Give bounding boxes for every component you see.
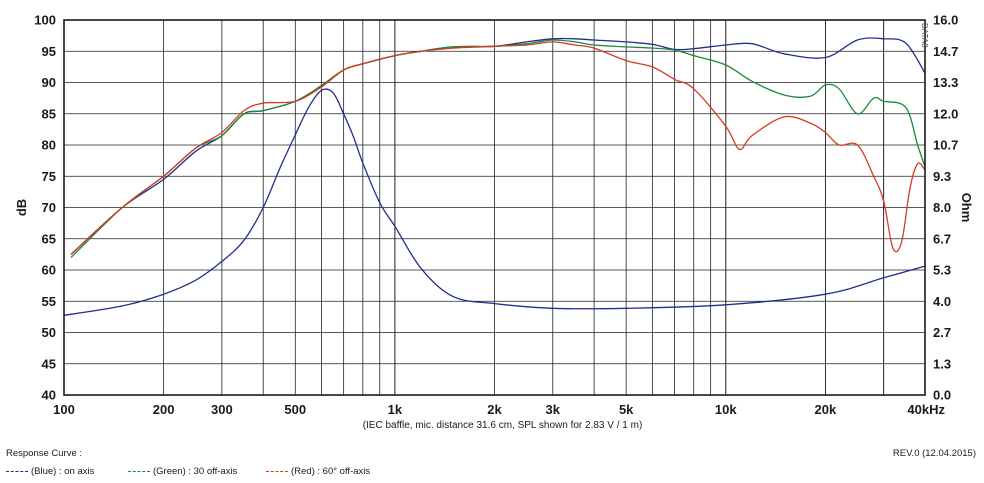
y-left-tick-label: 95 — [42, 44, 56, 59]
revision-label: REV.0 (12.04.2015) — [892, 448, 976, 459]
y-left-tick-label: 50 — [42, 325, 56, 340]
y-left-tick-label: 90 — [42, 75, 56, 90]
y-left-tick-label: 75 — [42, 169, 56, 184]
y-right-tick-label: 10.7 — [933, 138, 958, 153]
y-right-tick-label: 4.0 — [933, 294, 951, 309]
y-left-tick-label: 60 — [42, 263, 56, 278]
series-line-1 — [70, 39, 926, 258]
y-left-tick-label: 55 — [42, 294, 56, 309]
y-left-axis-title: dB — [14, 199, 29, 216]
y-left-tick-label: 70 — [42, 200, 56, 215]
x-tick-label: 10k — [715, 402, 737, 417]
x-tick-label: 500 — [284, 402, 306, 417]
y-left-tick-label: 100 — [34, 13, 56, 28]
legend-item-blue: (Blue) : on axis — [6, 466, 94, 477]
y-right-tick-label: 12.0 — [933, 106, 958, 121]
series-line-3 — [63, 88, 926, 316]
chart-labels: 100 95 90 85 80 75 70 65 60 55 50 45 40 16.0 14.7 13.3 1… — [14, 13, 974, 418]
y-right-tick-label: 1.3 — [933, 356, 951, 371]
plot-frame — [63, 19, 926, 396]
y-right-tick-label: 13.3 — [933, 75, 958, 90]
x-tick-label: 5k — [619, 402, 634, 417]
x-tick-label: 200 — [153, 402, 175, 417]
x-tick-label: 100 — [53, 402, 75, 417]
legend-item-red: (Red) : 60° off-axis — [266, 466, 370, 477]
series-line-2 — [70, 41, 926, 255]
chart-series — [63, 37, 926, 316]
y-right-tick-label: 5.3 — [933, 263, 951, 278]
legend-item-green: (Green) : 30 off-axis — [128, 466, 237, 477]
y-right-tick-label: 2.7 — [933, 325, 951, 340]
y-right-tick-label: 6.7 — [933, 231, 951, 246]
x-tick-label: 40kHz — [907, 402, 945, 417]
x-tick-label: 3k — [546, 402, 561, 417]
y-left-tick-label: 65 — [42, 231, 56, 246]
x-tick-label: 1k — [388, 402, 403, 417]
x-axis-caption: (IEC baffle, mic. distance 31.6 cm, SPL … — [363, 420, 643, 431]
legend-swatch-red — [266, 470, 288, 472]
legend-label-blue: (Blue) : on axis — [31, 466, 95, 477]
y-left-tick-label: 80 — [42, 138, 56, 153]
y-right-tick-label: 16.0 — [933, 13, 958, 28]
y-left-tick-label: 40 — [42, 388, 56, 403]
y-left-tick-label: 85 — [42, 106, 56, 121]
y-right-tick-label: 14.7 — [933, 44, 958, 59]
legend-label-green: (Green) : 30 off-axis — [153, 466, 238, 477]
x-tick-label: 20k — [815, 402, 837, 417]
chart-grid — [64, 20, 925, 395]
x-tick-label: 300 — [211, 402, 233, 417]
watermark-text: DATA8 — [920, 23, 929, 48]
legend-label-red: (Red) : 60° off-axis — [291, 466, 371, 477]
response-curve-label: Response Curve : — [6, 448, 83, 459]
y-right-tick-label: 0.0 — [933, 388, 951, 403]
y-right-tick-label: 8.0 — [933, 200, 951, 215]
legend-swatch-blue — [6, 470, 28, 472]
y-left-tick-label: 45 — [42, 356, 56, 371]
y-right-axis-title: Ohm — [959, 193, 974, 223]
legend-swatch-green — [128, 470, 150, 472]
x-tick-label: 2k — [487, 402, 502, 417]
y-right-tick-label: 9.3 — [933, 169, 951, 184]
